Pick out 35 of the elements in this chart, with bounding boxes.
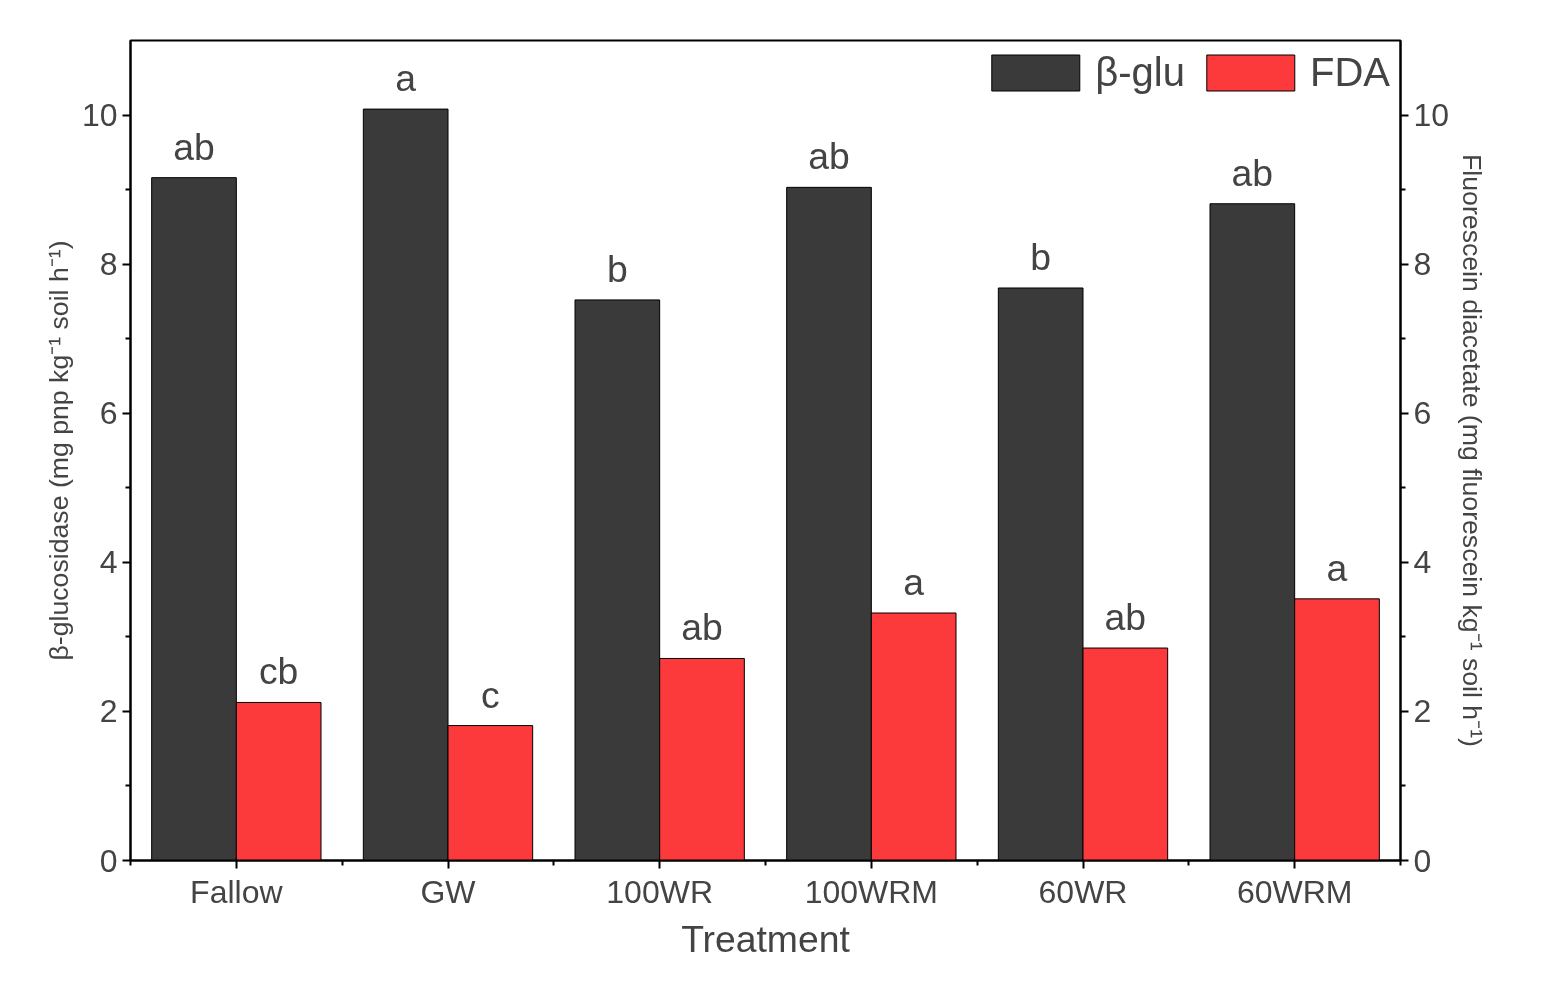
y2-tick-label: 8	[1413, 246, 1432, 283]
y2-tick-label: 0	[1413, 842, 1432, 879]
x-axis-title: Treatment	[681, 917, 851, 960]
x-tick-label: 100WRM	[804, 873, 939, 910]
y2-tick-label: 6	[1413, 395, 1432, 432]
annotation: ab	[173, 125, 215, 168]
annotation: ab	[681, 606, 723, 649]
y-tick-label: 0	[99, 842, 118, 879]
y-tick-label: 8	[99, 246, 118, 283]
annotation: ab	[1104, 596, 1147, 639]
annotation: b	[1030, 235, 1052, 278]
y2-tick-label: 10	[1413, 97, 1450, 134]
x-tick-label: 60WRM	[1236, 873, 1353, 910]
y-tick-label: 6	[99, 395, 118, 432]
annotation: c	[481, 673, 500, 716]
annotation: a	[395, 57, 417, 100]
y2-tick-label: 4	[1413, 544, 1432, 581]
y-axis-title: β-glucosidase (mg pnp kg⁻¹ soil h⁻¹)	[43, 240, 74, 661]
annotation: ab	[1231, 151, 1274, 194]
y2-tick-label: 2	[1413, 693, 1432, 730]
annotation: cb	[258, 650, 299, 693]
y-tick-label: 4	[99, 544, 118, 581]
annotation: ab	[808, 135, 850, 178]
x-tick-label: GW	[420, 873, 477, 910]
y-tick-label: 10	[81, 97, 118, 134]
annotation: b	[606, 247, 628, 290]
x-tick-label: Fallow	[190, 873, 284, 910]
annotation: a	[1326, 546, 1348, 589]
legend-label: β-glu	[1095, 50, 1185, 95]
y-tick-label: 2	[99, 693, 118, 730]
annotation: a	[903, 561, 925, 604]
x-tick-label: 100WR	[606, 873, 714, 910]
legend-label: FDA	[1310, 50, 1390, 95]
y2-axis-title: Fluorescein diacetate (mg fluorescein kg⁻¹ soil h⁻¹)	[1457, 154, 1488, 747]
x-tick-label: 60WR	[1038, 873, 1128, 910]
